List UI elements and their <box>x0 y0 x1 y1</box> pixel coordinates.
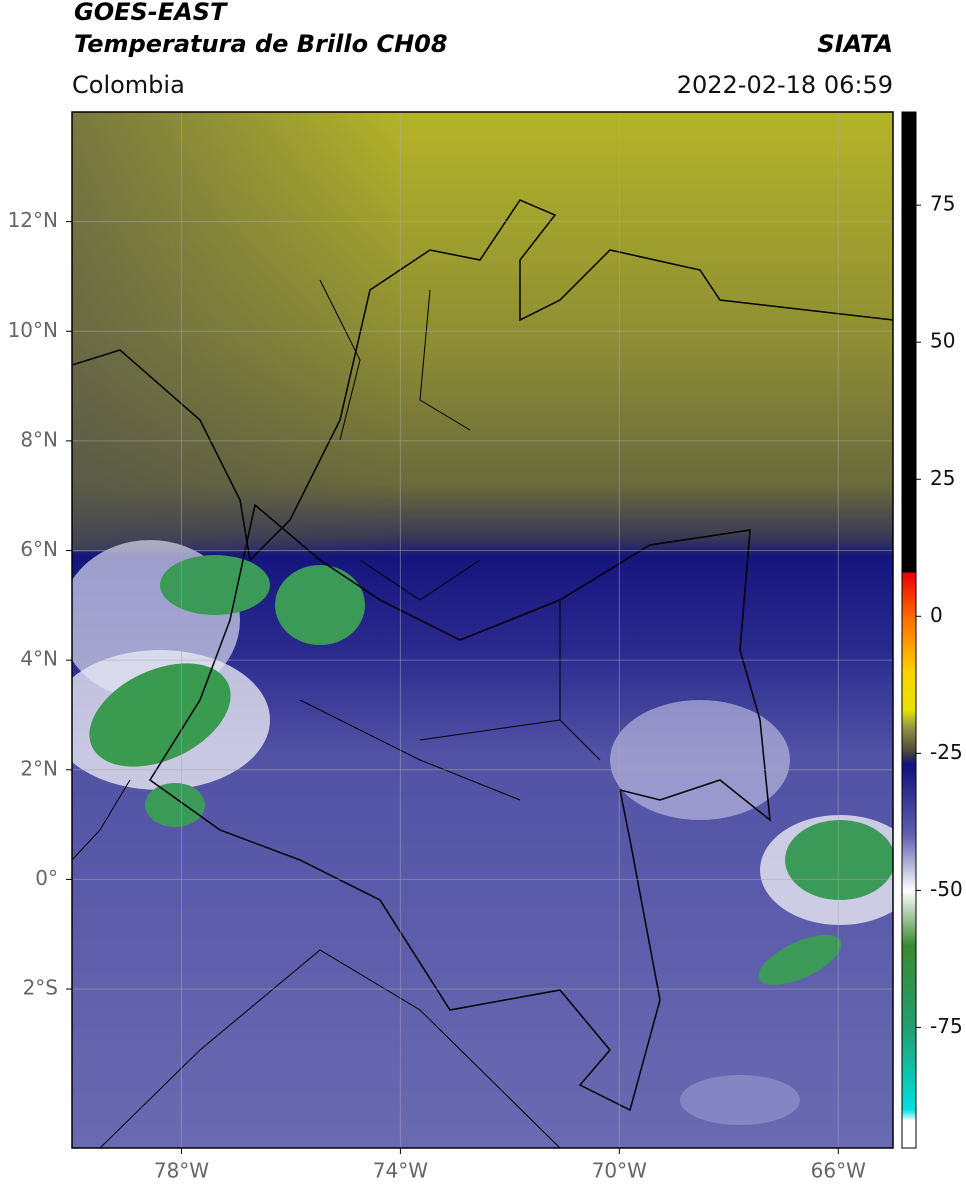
colorbar-tick-label: 0 <box>930 603 943 627</box>
colorbar-segment <box>902 945 916 1028</box>
colorbar-tick-label: 25 <box>930 466 955 490</box>
y-tick-label: 4°N <box>20 647 58 671</box>
colorbar-tick-label: -25 <box>930 740 963 764</box>
colorbar-segment <box>902 1109 916 1122</box>
y-tick-label: 2°S <box>23 976 58 1000</box>
colorbar-tick-label: 75 <box>930 192 955 216</box>
x-tick-label: 74°W <box>373 1159 428 1183</box>
colorbar-segment <box>902 112 916 573</box>
y-tick-label: 6°N <box>20 537 58 561</box>
y-tick-label: 10°N <box>8 318 58 342</box>
y-tick-label: 12°N <box>8 208 58 232</box>
region: Colombia <box>72 71 185 99</box>
timestamp: 2022-02-18 06:59 <box>677 71 893 99</box>
colorbar-tick-label: -75 <box>930 1014 963 1038</box>
colorbar-segment <box>902 764 916 837</box>
grid <box>72 112 893 1148</box>
y-tick-label: 2°N <box>20 756 58 780</box>
y-tick-label: 0° <box>35 866 58 890</box>
colorbar <box>902 112 916 1149</box>
agency: SIATA <box>817 30 893 58</box>
colorbar-frame <box>901 111 917 1149</box>
colorbar-tick-label: 50 <box>930 329 955 353</box>
x-tick-label: 78°W <box>154 1159 209 1183</box>
colorbar-segment <box>902 725 916 754</box>
satellite-image <box>72 112 893 1148</box>
subtitle: Temperatura de Brillo CH08 <box>74 30 448 58</box>
colorbar-segment <box>902 671 916 710</box>
x-tick-label: 66°W <box>811 1159 866 1183</box>
colorbar-segment <box>902 1027 916 1111</box>
x-tick-label: 70°W <box>592 1159 647 1183</box>
colorbar-segment <box>902 753 916 765</box>
colorbar-segment <box>902 835 916 891</box>
title: GOES-EAST <box>74 0 228 26</box>
colorbar-segment <box>902 572 916 617</box>
colorbar-tick-label: -50 <box>930 877 963 901</box>
colorbar-segment <box>902 709 916 727</box>
y-tick-label: 8°N <box>20 427 58 451</box>
colorbar-segment <box>902 616 916 672</box>
colorbar-segment <box>902 890 916 946</box>
map-frame <box>71 111 894 1149</box>
colorbar-segment <box>902 1120 916 1149</box>
